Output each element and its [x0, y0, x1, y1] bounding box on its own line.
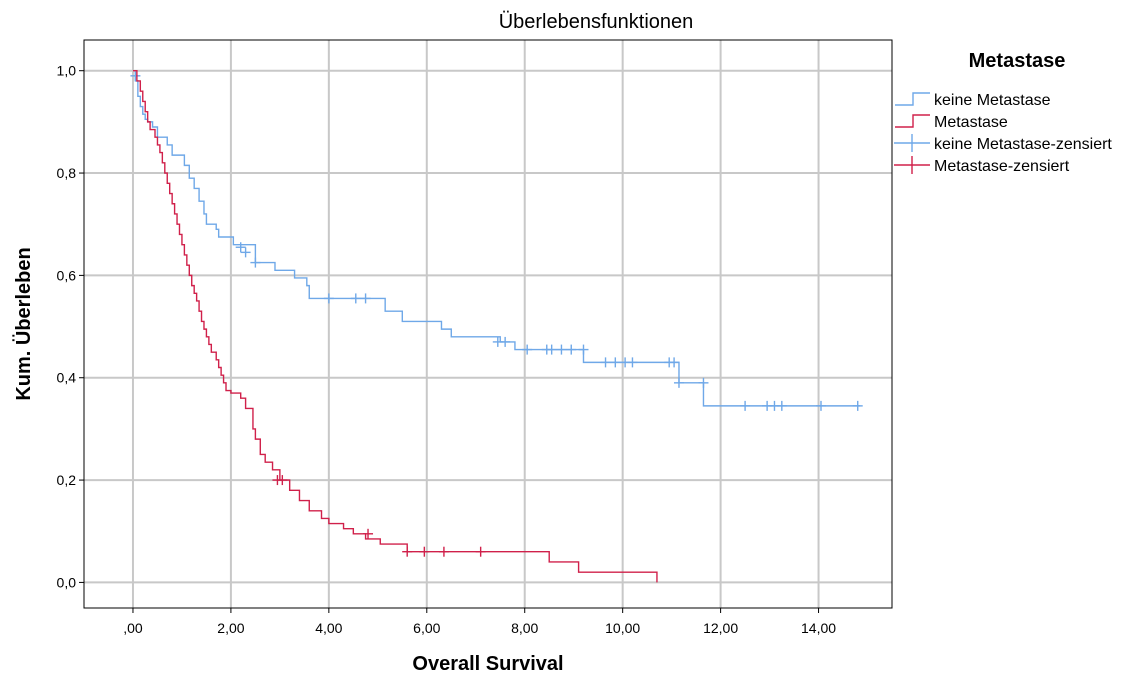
censor-mark-keine-metastase — [235, 242, 246, 253]
censor-mark-keine-metastase — [627, 357, 638, 368]
censor-mark-keine-metastase — [815, 400, 826, 411]
legend: Metastase keine Metastase Metastase keine … — [894, 50, 1112, 175]
censor-mark-metastase — [363, 528, 374, 539]
y-tick-label: 0,0 — [57, 574, 77, 590]
x-tick-label: 6,00 — [413, 620, 440, 636]
censor-mark-keine-metastase — [250, 257, 261, 268]
censor-mark-keine-metastase — [669, 357, 680, 368]
legend-label: keine Metastase — [934, 92, 1051, 109]
censor-mark-keine-metastase — [323, 293, 334, 304]
y-axis-title: Kum. Überleben — [12, 247, 35, 400]
censor-mark-metastase — [402, 546, 413, 557]
x-axis-ticks: ,00 2,00 4,00 6,00 8,00 10,00 12,00 14,00 — [123, 608, 836, 636]
censor-mark-metastase — [475, 546, 486, 557]
y-tick-label: 0,8 — [57, 165, 77, 181]
censor-mark-keine-metastase — [852, 400, 863, 411]
x-tick-label: 14,00 — [801, 620, 836, 636]
legend-label: Metastase — [934, 114, 1008, 131]
censor-mark-keine-metastase — [566, 344, 577, 355]
censor-mark-keine-metastase — [130, 70, 141, 81]
censor-mark-metastase — [438, 546, 449, 557]
censor-mark-keine-metastase — [740, 400, 751, 411]
censor-mark-keine-metastase — [500, 336, 511, 347]
series-line-keine-metastase — [132, 70, 861, 407]
censor-mark-keine-metastase — [673, 377, 684, 388]
legend-swatch — [895, 92, 930, 106]
x-tick-label: 12,00 — [703, 620, 738, 636]
y-tick-label: 0,2 — [57, 472, 77, 488]
censor-mark-keine-metastase — [578, 344, 589, 355]
legend-title: Metastase — [969, 50, 1066, 72]
legend-item: Metastase-zensiert — [894, 156, 1070, 175]
x-tick-label: 4,00 — [315, 620, 342, 636]
censor-mark-keine-metastase — [776, 400, 787, 411]
y-tick-label: 1,0 — [57, 63, 77, 79]
censor-mark-keine-metastase — [610, 357, 621, 368]
y-axis-ticks: 0,0 0,2 0,4 0,6 0,8 1,0 — [57, 63, 84, 590]
censor-mark-keine-metastase — [360, 293, 371, 304]
series-line-metastase — [132, 70, 658, 583]
legend-item: Metastase — [895, 114, 1008, 131]
y-tick-label: 0,6 — [57, 267, 77, 283]
censor-mark-keine-metastase — [600, 357, 611, 368]
censor-mark-keine-metastase — [698, 377, 709, 388]
censor-mark-keine-metastase — [350, 293, 361, 304]
legend-label: Metastase-zensiert — [934, 158, 1070, 175]
plot-frame — [83, 39, 893, 609]
legend-item: keine Metastase — [895, 92, 1051, 109]
x-tick-label: 8,00 — [511, 620, 538, 636]
censor-mark-metastase — [419, 546, 430, 557]
censor-mark-metastase — [277, 475, 288, 486]
censor-mark-keine-metastase — [556, 344, 567, 355]
legend-label: keine Metastase-zensiert — [934, 136, 1112, 153]
censor-mark-keine-metastase — [522, 344, 533, 355]
legend-item: keine Metastase-zensiert — [894, 134, 1112, 153]
censor-mark-keine-metastase — [240, 247, 251, 258]
y-tick-label: 0,4 — [57, 370, 77, 386]
x-tick-label: ,00 — [123, 620, 143, 636]
censor-mark-keine-metastase — [546, 344, 557, 355]
x-axis-title: Overall Survival — [412, 653, 563, 675]
x-tick-label: 10,00 — [605, 620, 640, 636]
legend-swatch — [895, 114, 930, 128]
grid-lines — [84, 40, 892, 608]
chart-title: Überlebensfunktionen — [499, 11, 694, 33]
series-layer — [130, 70, 863, 583]
x-tick-label: 2,00 — [217, 620, 244, 636]
